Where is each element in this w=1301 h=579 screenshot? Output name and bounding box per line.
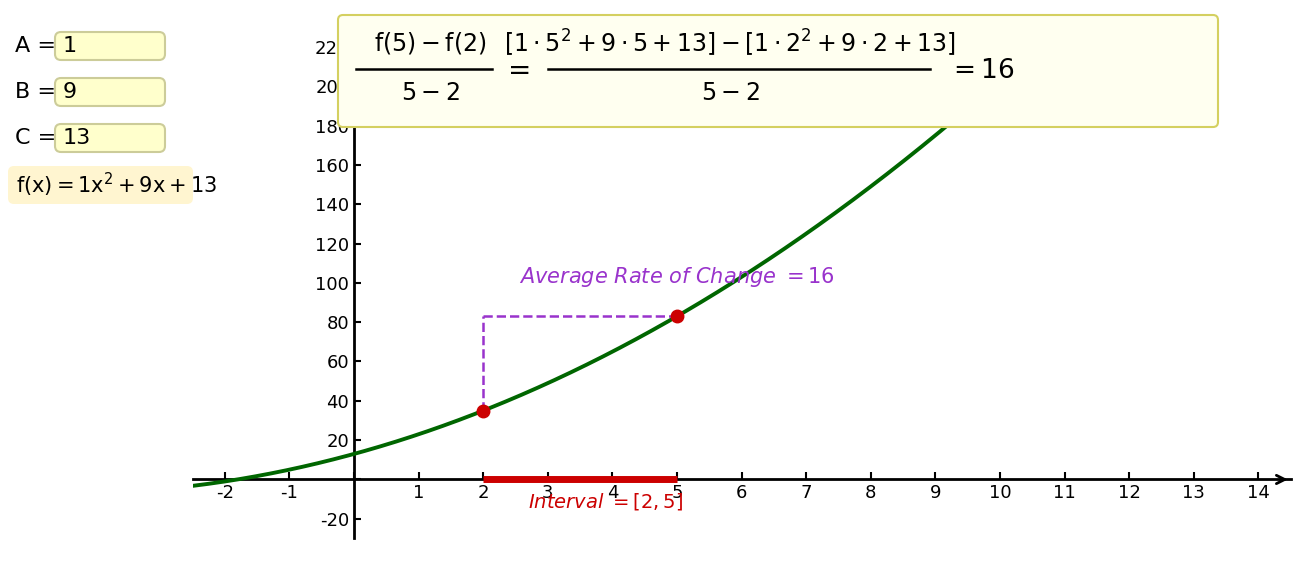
Text: Interval $= [2, 5]$: Interval $= [2, 5]$ xyxy=(528,490,683,511)
FancyBboxPatch shape xyxy=(55,32,165,60)
FancyBboxPatch shape xyxy=(55,124,165,152)
Text: B =: B = xyxy=(16,82,56,102)
Text: Average Rate of Change $= 16$: Average Rate of Change $= 16$ xyxy=(519,265,835,289)
FancyBboxPatch shape xyxy=(55,78,165,106)
Text: 9: 9 xyxy=(62,82,77,102)
Text: $\mathsf{f(5) - f(2)}$: $\mathsf{f(5) - f(2)}$ xyxy=(373,30,487,56)
Text: A =: A = xyxy=(16,36,56,56)
Text: 13: 13 xyxy=(62,128,91,148)
Text: $\mathsf{[1 \cdot 5^2 + 9 \cdot 5 + 13] - [1 \cdot 2^2 + 9 \cdot 2 + 13]}$: $\mathsf{[1 \cdot 5^2 + 9 \cdot 5 + 13] … xyxy=(503,27,956,58)
Text: 1: 1 xyxy=(62,36,77,56)
Text: $\mathsf{f(x) = 1x^2 + 9x + 13}$: $\mathsf{f(x) = 1x^2 + 9x + 13}$ xyxy=(16,171,217,199)
Text: $\mathsf{5 - 2}$: $\mathsf{5 - 2}$ xyxy=(401,81,459,105)
Text: C =: C = xyxy=(16,128,56,148)
Text: $= 16$: $= 16$ xyxy=(948,58,1015,84)
Text: $\mathsf{5 - 2}$: $\mathsf{5 - 2}$ xyxy=(701,81,760,105)
FancyBboxPatch shape xyxy=(338,15,1218,127)
FancyBboxPatch shape xyxy=(8,166,193,204)
Text: =: = xyxy=(509,57,532,85)
